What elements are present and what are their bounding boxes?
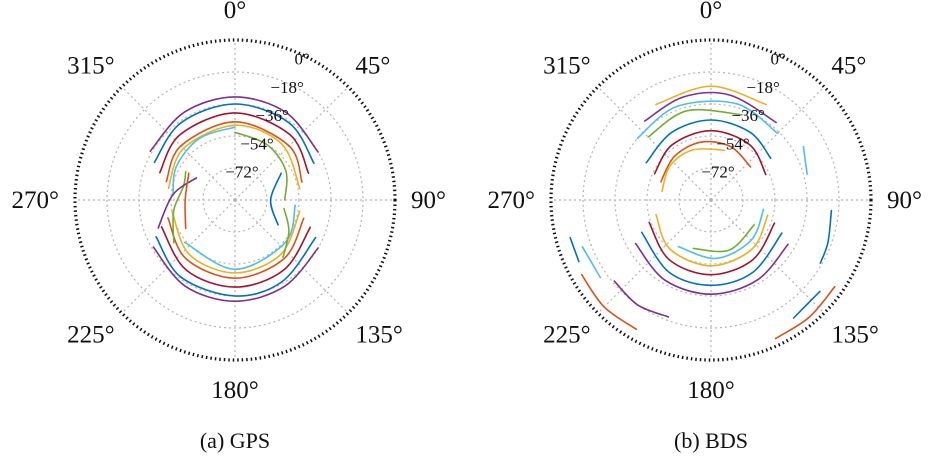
bds-satellite-track (677, 208, 765, 260)
gps-satellite-track (157, 177, 198, 229)
bds-az-label-225: 225° (543, 321, 591, 348)
bds-az-label-45: 45° (831, 53, 866, 80)
bds-el-label-36: −36° (731, 106, 764, 125)
bds-satellite-track (655, 85, 767, 106)
gps-el-label-54: −54° (240, 135, 273, 154)
gps-satellite-track (282, 207, 290, 258)
gps-el-label-36: −36° (255, 106, 288, 125)
gps-azimuth-labels: 0° 45° 90° 135° 180° 225° 270° 315° (12, 0, 447, 404)
bds-satellite-track (634, 242, 789, 296)
gps-satellite-track (183, 204, 296, 271)
bds-satellite-track (653, 129, 767, 176)
gps-elevation-ring (106, 71, 364, 329)
gps-az-label-315: 315° (67, 53, 115, 80)
bds-satellite-track (581, 246, 602, 279)
gps-satellite-track (167, 124, 301, 190)
gps-azimuth-spoke (234, 199, 349, 314)
gps-azimuth-spoke (121, 86, 236, 201)
bds-azimuth-spoke (597, 199, 712, 314)
bds-satellite-track (692, 224, 755, 253)
bds-elevation-ring (646, 135, 776, 265)
gps-satellite-track (165, 120, 303, 183)
bds-satellite-track (819, 209, 833, 264)
gps-az-label-270: 270° (12, 187, 60, 214)
bds-satellite-track (647, 108, 743, 138)
gps-satellite-track (184, 172, 190, 230)
gps-az-label-180: 180° (211, 377, 259, 404)
gps-satellite-track (172, 126, 236, 196)
gps-satellite-track (234, 131, 288, 201)
gps-satellite-track (167, 217, 305, 280)
gps-satellite-track (152, 246, 319, 303)
gps-azimuth-spoke (121, 199, 236, 314)
bds-skyplot: 0° 45° 90° 135° 180° 225° 270° 315° 0° −… (488, 0, 923, 453)
gps-el-label-72: −72° (225, 163, 258, 182)
bds-satellite-track (640, 231, 783, 287)
bds-azimuth-spoke (710, 86, 825, 201)
gps-elevation-ring (170, 135, 300, 265)
bds-caption: (b) BDS (674, 428, 748, 453)
gps-satellite-track (159, 112, 310, 174)
bds-polar-grid (549, 38, 873, 362)
gps-el-label-0: 0° (294, 50, 309, 69)
bds-satellite-tracks (569, 85, 836, 340)
bds-satellite-track (613, 280, 670, 318)
bds-satellite-track (774, 285, 836, 340)
bds-satellite-track (580, 273, 638, 331)
bds-el-label-72: −72° (701, 163, 734, 182)
gps-satellite-track (160, 226, 311, 288)
bds-outer-ring (549, 38, 873, 362)
bds-el-label-0: 0° (770, 50, 785, 69)
bds-az-label-90: 90° (887, 187, 922, 214)
gps-outer-ring (73, 38, 397, 362)
bds-az-label-315: 315° (543, 53, 591, 80)
gps-el-label-18: −18° (270, 78, 303, 97)
gps-caption: (a) GPS (200, 428, 270, 453)
bds-satellite-track (569, 236, 580, 263)
gps-az-label-45: 45° (355, 53, 390, 80)
gps-az-label-0: 0° (224, 0, 247, 24)
gps-az-label-225: 225° (67, 321, 115, 348)
gps-elevation-labels: 0° −18° −36° −54° −72° (225, 50, 309, 182)
gps-satellite-track (149, 96, 319, 153)
bds-satellite-track (648, 221, 776, 276)
bds-az-label-180: 180° (687, 377, 735, 404)
bds-az-label-270: 270° (488, 187, 536, 214)
bds-azimuth-labels: 0° 45° 90° 135° 180° 225° 270° 315° (488, 0, 923, 404)
bds-az-label-0: 0° (700, 0, 723, 24)
bds-el-label-54: −54° (716, 135, 749, 154)
bds-azimuth-spoke (597, 86, 712, 201)
gps-satellite-tracks (149, 96, 319, 303)
gps-skyplot: 0° 45° 90° 135° 180° 225° 270° 315° 0° −… (12, 0, 447, 453)
bds-satellite-track (802, 145, 808, 175)
bds-satellite-track (661, 148, 726, 193)
gps-satellite-track (155, 236, 317, 297)
gps-az-label-135: 135° (355, 321, 403, 348)
bds-satellite-track (660, 140, 752, 183)
gps-satellite-track (172, 170, 187, 244)
bds-satellite-track (645, 119, 772, 164)
gps-az-label-90: 90° (411, 187, 446, 214)
bds-az-label-135: 135° (831, 321, 879, 348)
gps-azimuth-spoke (234, 86, 349, 201)
gps-polar-grid (73, 38, 397, 362)
bds-elevation-labels: 0° −18° −36° −54° −72° (701, 50, 785, 182)
gps-satellite-track (153, 103, 315, 164)
bds-satellite-track (643, 91, 777, 124)
bds-satellite-track (655, 213, 769, 267)
bds-satellite-track (636, 100, 779, 140)
bds-elevation-ring (582, 71, 840, 329)
gps-satellite-track (171, 210, 301, 274)
gps-satellite-track (269, 172, 282, 226)
bds-el-label-18: −18° (746, 78, 779, 97)
bds-satellite-track (792, 290, 821, 319)
